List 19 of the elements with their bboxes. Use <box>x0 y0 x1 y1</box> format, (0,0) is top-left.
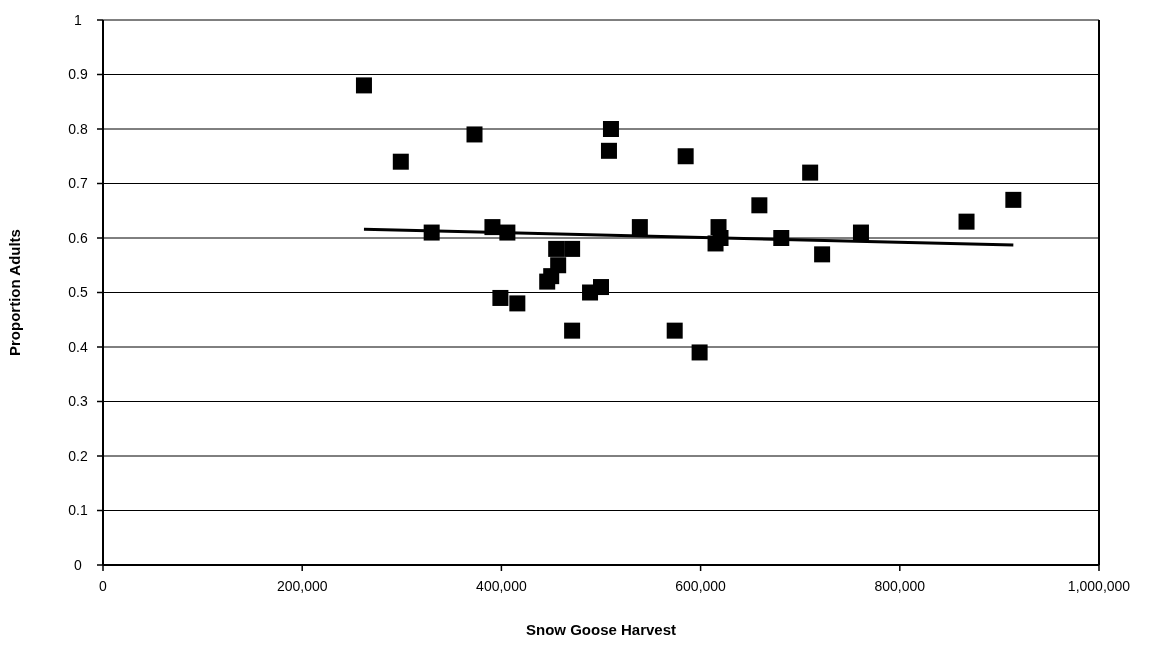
y-tick-label: 0.6 <box>68 229 88 246</box>
y-tick-label: 0.2 <box>68 447 88 464</box>
y-tick-label: 0.4 <box>68 338 88 355</box>
x-tick-label: 0 <box>99 578 108 594</box>
x-axis-title: Snow Goose Harvest <box>525 621 677 638</box>
y-tick-label: 0.7 <box>68 175 88 192</box>
x-tick-label: 600,000 <box>675 578 727 594</box>
x-tick-label: 800,000 <box>874 578 926 594</box>
y-tick-label: 0.1 <box>68 502 88 519</box>
y-tick-label: 0 <box>74 556 83 573</box>
y-tick-label: 1 <box>74 11 83 28</box>
y-tick-label: 0.9 <box>68 66 88 83</box>
x-tick-label: 1,000,000 <box>1067 578 1131 594</box>
y-tick-label: 0.3 <box>68 393 88 410</box>
x-tick-label: 200,000 <box>276 578 328 594</box>
y-tick-label: 0.5 <box>68 284 88 301</box>
y-axis-title: Proportion Adults <box>6 229 23 356</box>
x-tick-label: 400,000 <box>476 578 527 594</box>
y-tick-label: 0.8 <box>68 120 88 137</box>
